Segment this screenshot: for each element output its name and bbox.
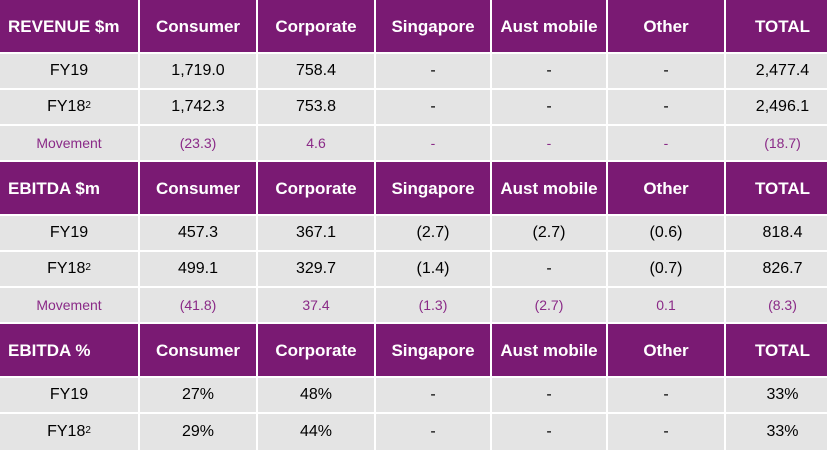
table-cell: - (376, 90, 490, 124)
table-cell: - (492, 414, 606, 450)
table-cell: 499.1 (140, 252, 256, 286)
table-cell: - (376, 54, 490, 88)
col-singapore-header: Singapore (376, 0, 490, 52)
movement-cell: (8.3) (726, 288, 827, 322)
movement-cell: - (492, 126, 606, 160)
col-consumer-header: Consumer (140, 324, 256, 376)
row-label: FY19 (0, 378, 138, 412)
col-aust-mobile-header: Aust mobile (492, 324, 606, 376)
table-cell: 758.4 (258, 54, 374, 88)
col-corporate-header: Corporate (258, 324, 374, 376)
col-aust-mobile-header: Aust mobile (492, 162, 606, 214)
table-cell: 48% (258, 378, 374, 412)
table-cell: 2,496.1 (726, 90, 827, 124)
movement-cell: (41.8) (140, 288, 256, 322)
row-label-fy18: FY18 2 (0, 90, 138, 124)
table-cell: (2.7) (376, 216, 490, 250)
movement-cell: 4.6 (258, 126, 374, 160)
table-cell: - (608, 90, 724, 124)
table-cell: - (492, 90, 606, 124)
col-other-header: Other (608, 0, 724, 52)
col-corporate-header: Corporate (258, 162, 374, 214)
table-cell: 826.7 (726, 252, 827, 286)
col-singapore-header: Singapore (376, 162, 490, 214)
movement-cell: (2.7) (492, 288, 606, 322)
table-cell: 367.1 (258, 216, 374, 250)
col-total-header: TOTAL (726, 0, 827, 52)
table-cell: - (492, 54, 606, 88)
table-cell: 2,477.4 (726, 54, 827, 88)
col-total-header: TOTAL (726, 162, 827, 214)
table-cell: 33% (726, 378, 827, 412)
table-cell: 818.4 (726, 216, 827, 250)
table-cell: 1,719.0 (140, 54, 256, 88)
col-other-header: Other (608, 162, 724, 214)
col-total-header: TOTAL (726, 324, 827, 376)
col-corporate-header: Corporate (258, 0, 374, 52)
table-cell: - (608, 414, 724, 450)
movement-cell: 37.4 (258, 288, 374, 322)
table-cell: 44% (258, 414, 374, 450)
table-cell: 457.3 (140, 216, 256, 250)
row-label-fy18: FY18 2 (0, 414, 138, 450)
table-cell: (1.4) (376, 252, 490, 286)
row-label: FY19 (0, 216, 138, 250)
movement-label: Movement (0, 288, 138, 322)
table-cell: (2.7) (492, 216, 606, 250)
table-cell: 27% (140, 378, 256, 412)
table-cell: 33% (726, 414, 827, 450)
table-cell: - (376, 414, 490, 450)
row-label: FY19 (0, 54, 138, 88)
col-consumer-header: Consumer (140, 162, 256, 214)
movement-cell: (18.7) (726, 126, 827, 160)
table-cell: 1,742.3 (140, 90, 256, 124)
movement-cell: - (376, 126, 490, 160)
col-other-header: Other (608, 324, 724, 376)
col-aust-mobile-header: Aust mobile (492, 0, 606, 52)
movement-cell: (1.3) (376, 288, 490, 322)
revenue-header-label: REVENUE $m (0, 0, 138, 52)
table-cell: - (608, 378, 724, 412)
row-label-fy18: FY18 2 (0, 252, 138, 286)
footnote-marker: 2 (85, 424, 91, 436)
movement-cell: - (608, 126, 724, 160)
movement-cell: 0.1 (608, 288, 724, 322)
footnote-marker: 2 (85, 261, 91, 273)
ebitda-pct-header-label: EBITDA % (0, 324, 138, 376)
table-cell: - (608, 54, 724, 88)
ebitda-header-label: EBITDA $m (0, 162, 138, 214)
table-cell: 29% (140, 414, 256, 450)
footnote-marker: 2 (85, 99, 91, 111)
col-consumer-header: Consumer (140, 0, 256, 52)
table-cell: (0.7) (608, 252, 724, 286)
table-cell: - (376, 378, 490, 412)
table-cell: - (492, 378, 606, 412)
table-cell: - (492, 252, 606, 286)
table-cell: 329.7 (258, 252, 374, 286)
col-singapore-header: Singapore (376, 324, 490, 376)
table-cell: 753.8 (258, 90, 374, 124)
movement-cell: (23.3) (140, 126, 256, 160)
table-cell: (0.6) (608, 216, 724, 250)
movement-label: Movement (0, 126, 138, 160)
